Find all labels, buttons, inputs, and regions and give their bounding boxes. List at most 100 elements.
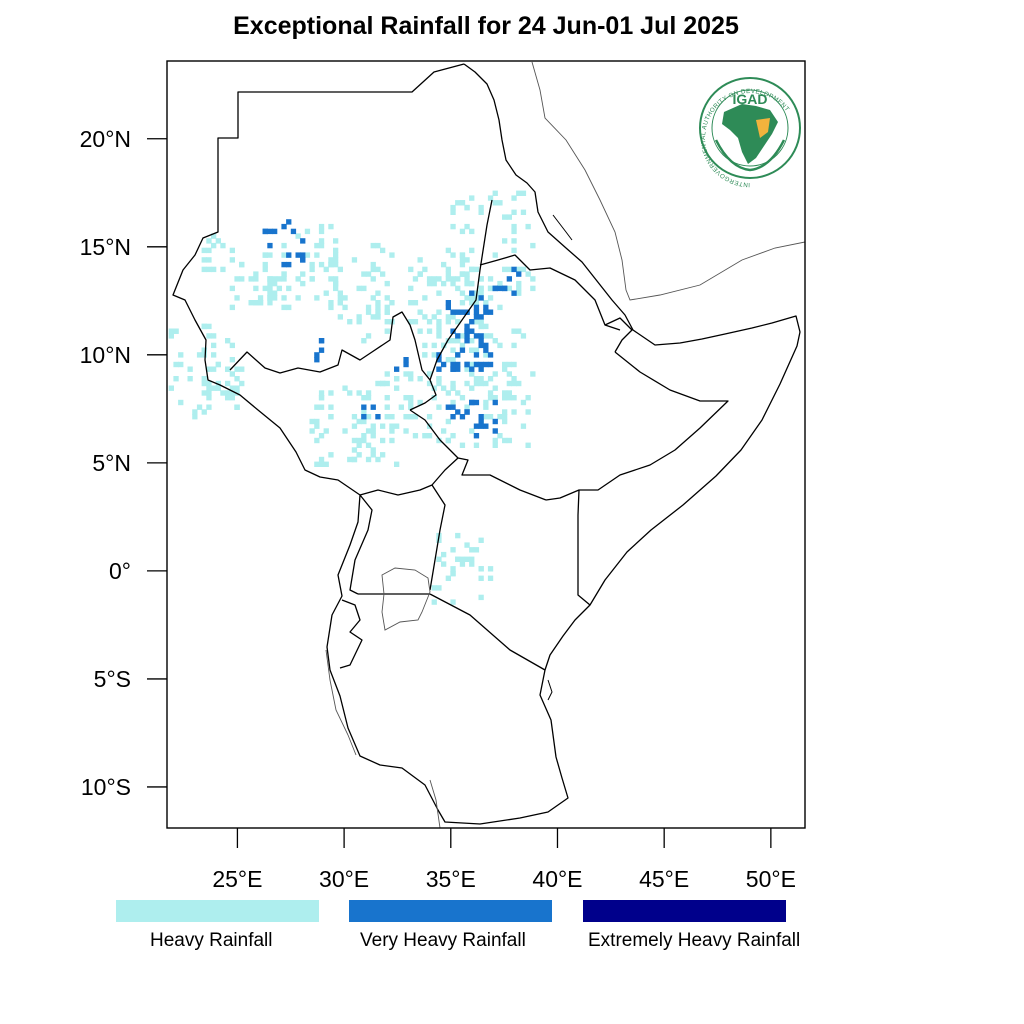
heavy-rainfall-cell	[281, 242, 287, 249]
heavy-rainfall-cell	[370, 428, 376, 434]
heavy-rainfall-cell	[384, 309, 390, 315]
heavy-rainfall-cell	[426, 328, 433, 334]
heavy-rainfall-cell	[262, 252, 268, 258]
very-heavy-rainfall-cell	[483, 361, 489, 368]
heavy-rainfall-cell	[253, 285, 259, 292]
heavy-rainfall-cell	[431, 385, 437, 391]
heavy-rainfall-cell	[375, 304, 381, 311]
heavy-rainfall-cell	[201, 266, 207, 273]
heavy-rainfall-cell	[450, 223, 456, 230]
heavy-rainfall-cell	[431, 352, 437, 358]
heavy-rainfall-cell	[497, 414, 503, 420]
heavy-rainfall-cell	[492, 442, 498, 448]
heavy-rainfall-cell	[309, 266, 315, 273]
heavy-rainfall-cell	[192, 414, 198, 420]
heavy-rainfall-cell	[431, 585, 437, 591]
heavy-rainfall-cell	[201, 323, 207, 330]
heavy-rainfall-cell	[267, 276, 273, 282]
very-heavy-rainfall-cell	[445, 300, 451, 306]
heavy-rainfall-cell	[389, 437, 395, 444]
heavy-rainfall-cell	[201, 380, 207, 387]
very-heavy-rainfall-cell	[286, 261, 292, 268]
heavy-rainfall-cell	[492, 252, 498, 258]
heavy-rainfall-cell	[229, 342, 235, 349]
very-heavy-rainfall-cell	[497, 285, 503, 292]
heavy-rainfall-cell	[436, 556, 442, 562]
heavy-rainfall-cell	[370, 447, 376, 453]
heavy-rainfall-cell	[445, 314, 451, 320]
lat-tick-label: 10°N	[80, 342, 131, 368]
very-heavy-rainfall-cell	[478, 342, 484, 349]
very-heavy-rainfall-cell	[455, 309, 461, 315]
heavy-rainfall-cell	[520, 399, 527, 406]
heavy-rainfall-cell	[450, 252, 456, 258]
heavy-rainfall-cell	[511, 247, 517, 254]
heavy-rainfall-cell	[530, 285, 536, 292]
heavy-rainfall-cell	[201, 247, 207, 254]
heavy-rainfall-cell	[459, 556, 466, 562]
heavy-rainfall-cell	[464, 404, 470, 410]
heavy-rainfall-cell	[309, 428, 315, 434]
very-heavy-rainfall-cell	[469, 290, 475, 296]
heavy-rainfall-cell	[356, 442, 362, 448]
heavy-rainfall-cell	[384, 395, 390, 401]
heavy-rainfall-cell	[323, 428, 329, 434]
very-heavy-rainfall-cell	[455, 361, 461, 368]
heavy-rainfall-cell	[257, 300, 264, 306]
heavy-rainfall-cell	[459, 271, 466, 277]
heavy-rainfall-cell	[464, 271, 470, 277]
heavy-rainfall-cell	[314, 295, 320, 301]
heavy-rainfall-cell	[234, 376, 240, 382]
heavy-rainfall-cell	[220, 242, 226, 249]
very-heavy-rainfall-cell	[459, 309, 466, 315]
heavy-rainfall-cell	[375, 309, 381, 315]
heavy-rainfall-cell	[502, 395, 508, 401]
heavy-rainfall-cell	[215, 361, 221, 368]
heavy-rainfall-cell	[478, 285, 484, 292]
heavy-rainfall-cell	[229, 371, 235, 377]
heavy-rainfall-cell	[473, 380, 480, 387]
lon-tick-label: 35°E	[426, 866, 476, 892]
heavy-rainfall-cell	[530, 276, 536, 282]
heavy-rainfall-cell	[436, 328, 442, 334]
very-heavy-rainfall-cell	[473, 333, 480, 339]
legend-label-heavy: Heavy Rainfall	[150, 930, 273, 951]
heavy-rainfall-cell	[445, 271, 451, 277]
heavy-rainfall-cell	[483, 333, 489, 339]
heavy-rainfall-cell	[408, 371, 414, 377]
lon-tick-label: 50°E	[746, 866, 796, 892]
heavy-rainfall-cell	[455, 285, 461, 292]
heavy-rainfall-cell	[206, 333, 212, 339]
heavy-rainfall-cell	[412, 433, 419, 439]
very-heavy-rainfall-cell	[473, 433, 480, 439]
heavy-rainfall-cell	[483, 380, 489, 387]
red-sea-east-coast	[531, 61, 805, 301]
heavy-rainfall-cell	[211, 266, 217, 273]
heavy-rainfall-cell	[365, 309, 372, 315]
heavy-rainfall-cell	[201, 409, 207, 415]
heavy-rainfall-cell	[473, 376, 480, 382]
heavy-rainfall-cell	[342, 385, 348, 391]
heavy-rainfall-cell	[426, 280, 433, 287]
heavy-rainfall-cell	[351, 423, 358, 429]
heavy-rainfall-cell	[478, 566, 484, 572]
heavy-rainfall-cell	[431, 276, 437, 282]
heavy-rainfall-cell	[525, 223, 531, 230]
heavy-rainfall-cell	[365, 395, 372, 401]
heavy-rainfall-cell	[201, 347, 207, 353]
heavy-rainfall-cell	[459, 261, 466, 268]
heavy-rainfall-cell	[445, 247, 451, 254]
heavy-rainfall-cell	[206, 385, 212, 391]
very-heavy-rainfall-cell	[450, 414, 456, 420]
heavy-rainfall-cell	[445, 266, 451, 273]
heavy-rainfall-cell	[441, 261, 447, 268]
heavy-rainfall-cell	[356, 314, 362, 320]
heavy-rainfall-cell	[168, 385, 174, 391]
heavy-rainfall-cell	[262, 285, 268, 292]
very-heavy-rainfall-cell	[478, 314, 484, 320]
heavy-rainfall-cell	[525, 271, 531, 277]
heavy-rainfall-cell	[445, 575, 451, 581]
very-heavy-rainfall-cell	[478, 295, 484, 301]
heavy-rainfall-cell	[464, 542, 470, 548]
heavy-rainfall-cell	[478, 209, 484, 215]
